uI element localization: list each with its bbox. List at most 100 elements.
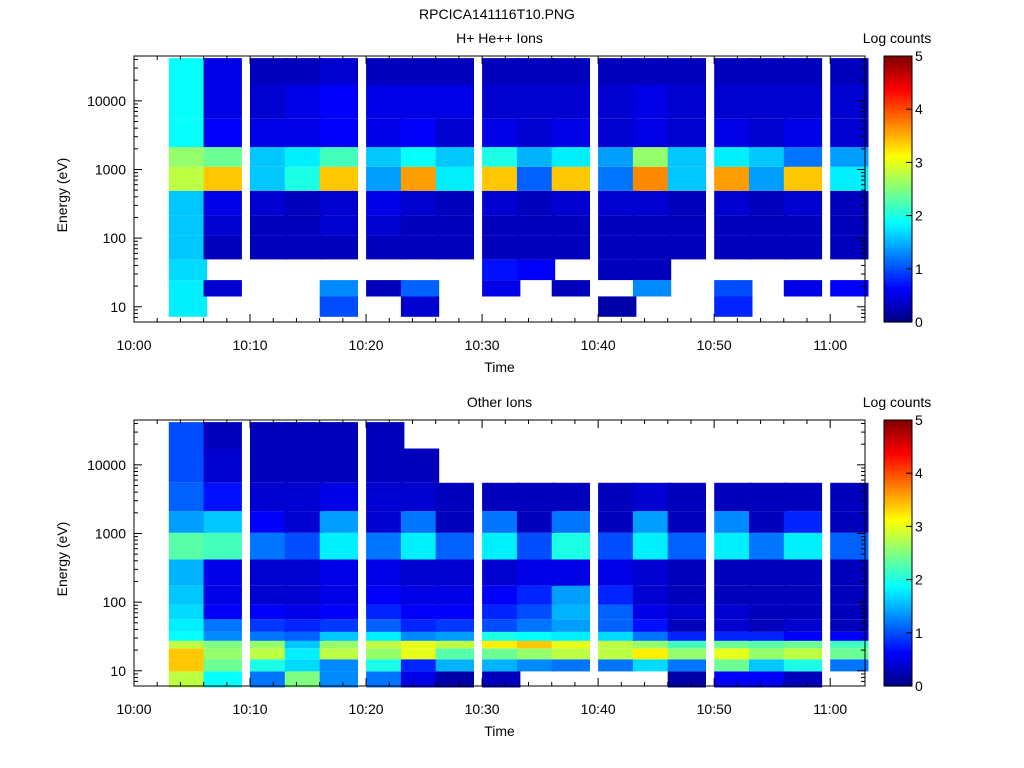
colorbar-swatch (884, 679, 912, 683)
heatmap-cells (168, 422, 869, 688)
colorbar-swatch (884, 508, 912, 512)
heatmap-cell (400, 166, 440, 191)
plot-frame (133, 55, 866, 323)
heatmap-cell (551, 166, 590, 191)
colorbar-swatch (884, 592, 912, 596)
colorbar-tick-label: 4 (915, 465, 923, 481)
heatmap-cell (203, 215, 242, 236)
colorbar-swatch (884, 566, 912, 570)
heatmap-cell (366, 640, 405, 649)
colorbar-swatch (884, 293, 912, 296)
colorbar-swatch (884, 56, 912, 59)
heatmap-cell (366, 648, 405, 660)
colorbar-swatch (884, 313, 912, 316)
heatmap-cell (203, 118, 242, 148)
heatmap-cell (551, 619, 590, 632)
heatmap-cell (400, 532, 440, 560)
colorbar-swatch (884, 64, 912, 68)
colorbar-swatch (884, 102, 912, 106)
heatmap-cell (516, 166, 556, 191)
colorbar-swatch (884, 142, 912, 146)
heatmap-cell (667, 511, 706, 533)
colorbar-swatch (884, 601, 912, 605)
heatmap-cell (319, 190, 358, 216)
colorbar-swatch (884, 193, 912, 197)
heatmap-cell (783, 604, 823, 620)
colorbar-swatch (884, 484, 912, 488)
colorbar-swatch (884, 98, 912, 101)
colorbar-swatch (884, 643, 912, 647)
colorbar-tick-label: 1 (915, 261, 923, 277)
heatmap-cell (203, 585, 242, 605)
colorbar-swatch (884, 87, 912, 90)
heatmap-cell (250, 448, 289, 483)
colorbar-swatch (884, 317, 912, 321)
colorbar-swatch (884, 122, 912, 126)
heatmap-cell (284, 235, 324, 260)
colorbar-swatch (884, 521, 912, 525)
colorbar-swatch (884, 253, 912, 257)
colorbar-swatch (884, 608, 912, 612)
heatmap-cell (284, 482, 324, 512)
heatmap-cell (435, 118, 474, 148)
heatmap-cell (598, 190, 637, 216)
colorbar-tick-label: 3 (915, 154, 923, 170)
heatmap-cell (482, 259, 521, 281)
heatmap-cell (435, 190, 474, 216)
colorbar-swatch (884, 555, 912, 559)
heatmap-cell (598, 147, 637, 167)
heatmap-cell (168, 84, 208, 119)
heatmap-cell (319, 235, 358, 260)
heatmap-cell (598, 585, 637, 605)
colorbar-swatch (884, 466, 912, 470)
colorbar-swatch (884, 672, 912, 676)
colorbar-swatch (884, 453, 912, 457)
colorbar-swatch (884, 208, 912, 212)
colorbar-swatch (884, 191, 912, 195)
colorbar-swatch (884, 422, 912, 426)
heatmap-cell (830, 604, 869, 620)
colorbar-swatch (884, 242, 912, 246)
colorbar-swatch (884, 468, 912, 472)
heatmap-cell (667, 118, 706, 148)
heatmap-cell (714, 604, 753, 620)
heatmap-cell (482, 671, 521, 688)
heatmap-cell (284, 448, 324, 483)
colorbar-swatch (884, 428, 912, 432)
heatmap-cell (366, 448, 405, 483)
heatmap-cell (250, 632, 289, 641)
heatmap-cell (168, 632, 208, 641)
heatmap-cell (366, 84, 405, 119)
heatmap-cell (203, 648, 242, 660)
heatmap-cell (516, 511, 556, 533)
heatmap-cell (284, 648, 324, 660)
heatmap-cell (667, 648, 706, 660)
colorbar-swatch (884, 297, 912, 301)
colorbar-swatch (884, 431, 912, 434)
heatmap-cell (551, 559, 590, 586)
heatmap-cell (250, 648, 289, 660)
heatmap-cell (516, 659, 556, 672)
heatmap-cell (250, 215, 289, 236)
colorbar-tick-label: 0 (915, 314, 923, 330)
heatmap-cell (400, 640, 440, 649)
colorbar-frame (883, 419, 913, 687)
colorbar-swatch (884, 160, 912, 163)
colorbar-swatch (884, 535, 912, 539)
colorbar-tick-label: 1 (915, 625, 923, 641)
x-tick-label: 10:30 (465, 337, 500, 353)
heatmap-cell (667, 147, 706, 167)
colorbar-swatch (884, 106, 912, 110)
x-tick-label: 10:40 (581, 337, 616, 353)
heatmap-cell (749, 532, 788, 560)
heatmap-cell (830, 632, 869, 641)
heatmap-cell (400, 671, 440, 688)
heatmap-cell (830, 215, 869, 236)
heatmap-cell (250, 511, 289, 533)
colorbar-swatch (884, 273, 912, 277)
colorbar-swatch (884, 157, 912, 161)
heatmap-cell (598, 559, 637, 586)
colorbar-swatch (884, 302, 912, 305)
x-tick-label: 11:00 (813, 337, 847, 353)
colorbar-swatch (884, 120, 912, 124)
